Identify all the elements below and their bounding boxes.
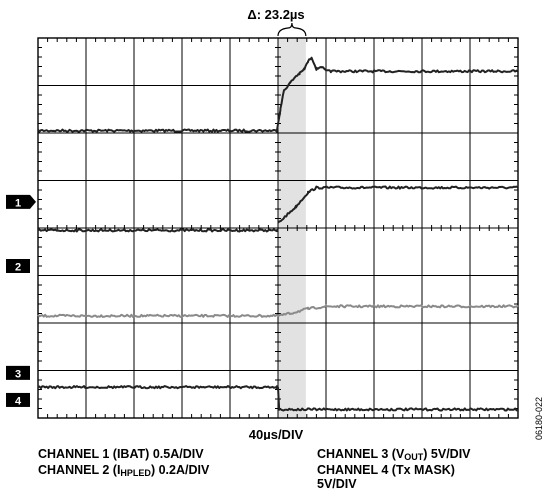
oscilloscope-chart: Δ: 23.2µs 1 2 3 4 40µs/DIV <box>6 7 519 440</box>
trace-4 <box>37 304 519 318</box>
delta-brace <box>277 22 307 37</box>
caption-channel-3: CHANNEL 3 (VOUT) 5V/DIV <box>317 447 471 462</box>
marker-label: 3 <box>15 368 21 380</box>
trace-5 <box>37 385 519 412</box>
trace-1 <box>37 56 519 133</box>
trace-2 <box>277 185 519 224</box>
marker-badge <box>6 259 30 273</box>
traces-layer <box>37 56 519 412</box>
caption-channel-2: CHANNEL 2 (IHPLED) 0.2A/DIV <box>38 463 210 478</box>
caption-channel-1: CHANNEL 1 (IBAT) 0.5A/DIV <box>38 447 204 461</box>
trace-3 <box>37 228 279 233</box>
marker-label: 2 <box>15 262 21 274</box>
channel-marker-1: 1 <box>6 194 36 209</box>
marker-badge <box>6 392 30 407</box>
marker-label: 4 <box>15 395 22 407</box>
channel-marker-4: 4 <box>6 392 30 407</box>
channel-marker-3: 3 <box>6 365 30 380</box>
marker-label: 1 <box>15 197 21 209</box>
marker-badge <box>6 194 36 209</box>
grid-layer <box>37 37 519 419</box>
marker-badge <box>6 365 30 380</box>
x-axis-label: 40µs/DIV <box>249 427 304 440</box>
figure-id: 06180-022 <box>534 396 544 440</box>
channel-marker-2: 2 <box>6 259 30 274</box>
caption-channel-4: CHANNEL 4 (Tx MASK) 5V/DIV <box>317 463 455 491</box>
channel-markers-layer: 1 2 3 4 <box>6 194 36 407</box>
delta-time-label: Δ: 23.2µs <box>247 7 304 22</box>
